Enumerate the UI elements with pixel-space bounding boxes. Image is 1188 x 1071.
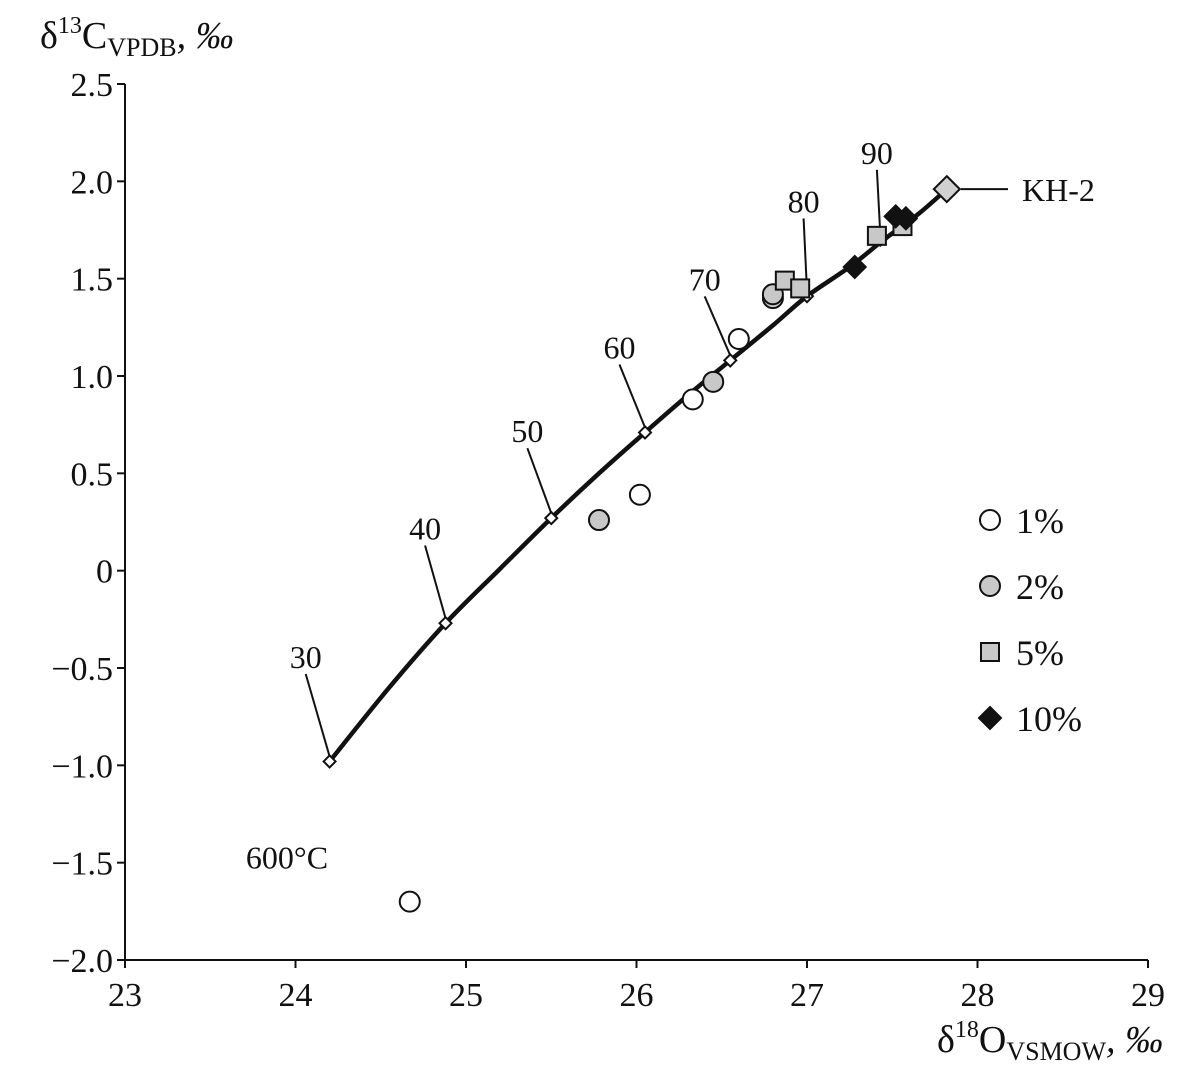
y-axis-title-base: δ xyxy=(40,15,58,57)
data-point xyxy=(628,483,651,506)
temperature-marker xyxy=(438,615,453,631)
x-axis-title-main: O xyxy=(979,1019,1006,1061)
svg-text:δ13CVPDB, ‰: δ13CVPDB, ‰ xyxy=(40,13,234,62)
temperature-marker xyxy=(543,510,559,526)
temperature-label: 50 xyxy=(511,413,543,449)
data-point xyxy=(398,890,421,913)
y-tick-label: 2.0 xyxy=(71,164,114,201)
data-point xyxy=(727,328,750,351)
endmember-label: KH-2 xyxy=(1022,172,1095,208)
legend-marker xyxy=(980,642,1000,662)
data-point xyxy=(702,370,725,393)
legend-label: 10% xyxy=(1016,699,1082,739)
x-axis-title-sub: VSMOW xyxy=(1006,1037,1106,1066)
temperature-label: 70 xyxy=(689,261,721,297)
y-axis-title-unit: , ‰ xyxy=(177,15,234,57)
x-tick-label: 25 xyxy=(449,977,483,1014)
temperature-label: 60 xyxy=(603,329,635,365)
data-point xyxy=(893,205,919,231)
x-tick-label: 24 xyxy=(279,977,313,1014)
y-axis-title-sup: 13 xyxy=(58,13,82,39)
x-tick-label: 28 xyxy=(961,977,995,1014)
x-axis-title-base: δ xyxy=(937,1019,955,1061)
temperature-leader-line xyxy=(304,673,331,757)
temperature-marker xyxy=(322,754,338,769)
legend-label: 1% xyxy=(1016,501,1064,541)
legend-label: 5% xyxy=(1016,633,1064,673)
temperature-leader-line xyxy=(618,364,646,428)
x-tick-label: 27 xyxy=(790,977,824,1014)
y-tick-label: 0 xyxy=(96,554,113,591)
x-tick-label: 23 xyxy=(108,977,142,1014)
y-axis-title-main: C xyxy=(82,15,107,57)
temperature-markers: 30 40 50 60 70 80 90 600°C xyxy=(246,135,893,876)
legend-marker xyxy=(979,575,1001,597)
data-point xyxy=(866,225,887,246)
x-axis-title: δ18OVSMOW, ‰ xyxy=(937,1017,1163,1066)
y-tick-label: −2.0 xyxy=(51,943,113,980)
temperature-leader-line xyxy=(875,169,882,235)
y-tick-label: 0.5 xyxy=(71,456,114,493)
legend-label: 2% xyxy=(1016,567,1064,607)
x-axis-title-sup: 18 xyxy=(955,1017,979,1043)
x-axis-title-unit: , ‰ xyxy=(1106,1019,1163,1061)
y-tick-label: −0.5 xyxy=(51,651,113,688)
x-tick-label: 29 xyxy=(1131,977,1165,1014)
legend-marker xyxy=(977,705,1003,731)
endmember-marker xyxy=(932,174,962,204)
temperature-label: 30 xyxy=(290,639,322,675)
annotation-label: 600°C xyxy=(246,840,328,876)
temperature-leader-line xyxy=(703,295,732,356)
data-points: KH-2 xyxy=(398,172,1095,913)
temperature-leader-line xyxy=(526,447,553,514)
svg-text:δ18OVSMOW, ‰: δ18OVSMOW, ‰ xyxy=(937,1017,1163,1066)
y-tick-label: −1.0 xyxy=(51,748,113,785)
temperature-marker xyxy=(722,353,738,368)
data-point xyxy=(587,509,610,532)
y-tick-label: 2.5 xyxy=(71,67,114,104)
y-axis-title: δ13CVPDB, ‰ xyxy=(40,13,234,62)
y-tick-label: 1.5 xyxy=(71,262,114,299)
data-point xyxy=(790,278,811,299)
temperature-label: 90 xyxy=(861,135,893,171)
y-axis-title-sub: VPDB xyxy=(107,33,176,62)
data-point xyxy=(842,254,868,280)
temperature-leader-line xyxy=(424,545,447,619)
temperature-label: 80 xyxy=(788,183,820,219)
data-point xyxy=(681,388,704,411)
x-tick-label: 26 xyxy=(620,977,654,1014)
legend: 1% 2% 5% 10% xyxy=(977,501,1082,739)
y-tick-label: −1.5 xyxy=(51,846,113,883)
legend-marker xyxy=(979,509,1001,531)
axes: 2.5 2.0 1.5 1.0 0.5 0 −0.5 −1.0 −1.5 −2.023 24 25 26… xyxy=(51,67,1165,1014)
temperature-marker xyxy=(637,425,653,440)
y-tick-label: 1.0 xyxy=(71,359,114,396)
temperature-label: 40 xyxy=(409,511,441,547)
